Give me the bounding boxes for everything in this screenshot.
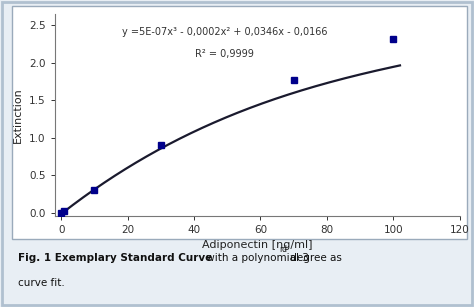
Text: degree as: degree as	[287, 253, 342, 263]
Y-axis label: Extinction: Extinction	[13, 87, 23, 143]
Text: y =5E-07x³ - 0,0002x² + 0,0346x - 0,0166: y =5E-07x³ - 0,0002x² + 0,0346x - 0,0166	[122, 27, 328, 37]
Text: R² = 0,9999: R² = 0,9999	[195, 49, 254, 59]
Text: Fig. 1 Exemplary Standard Curve: Fig. 1 Exemplary Standard Curve	[18, 253, 212, 263]
Text: rd: rd	[280, 245, 288, 254]
FancyBboxPatch shape	[12, 6, 467, 239]
Text: with a polynomial 3: with a polynomial 3	[203, 253, 309, 263]
X-axis label: Adiponectin [ng/ml]: Adiponectin [ng/ml]	[202, 240, 312, 250]
Text: curve fit.: curve fit.	[18, 278, 65, 288]
